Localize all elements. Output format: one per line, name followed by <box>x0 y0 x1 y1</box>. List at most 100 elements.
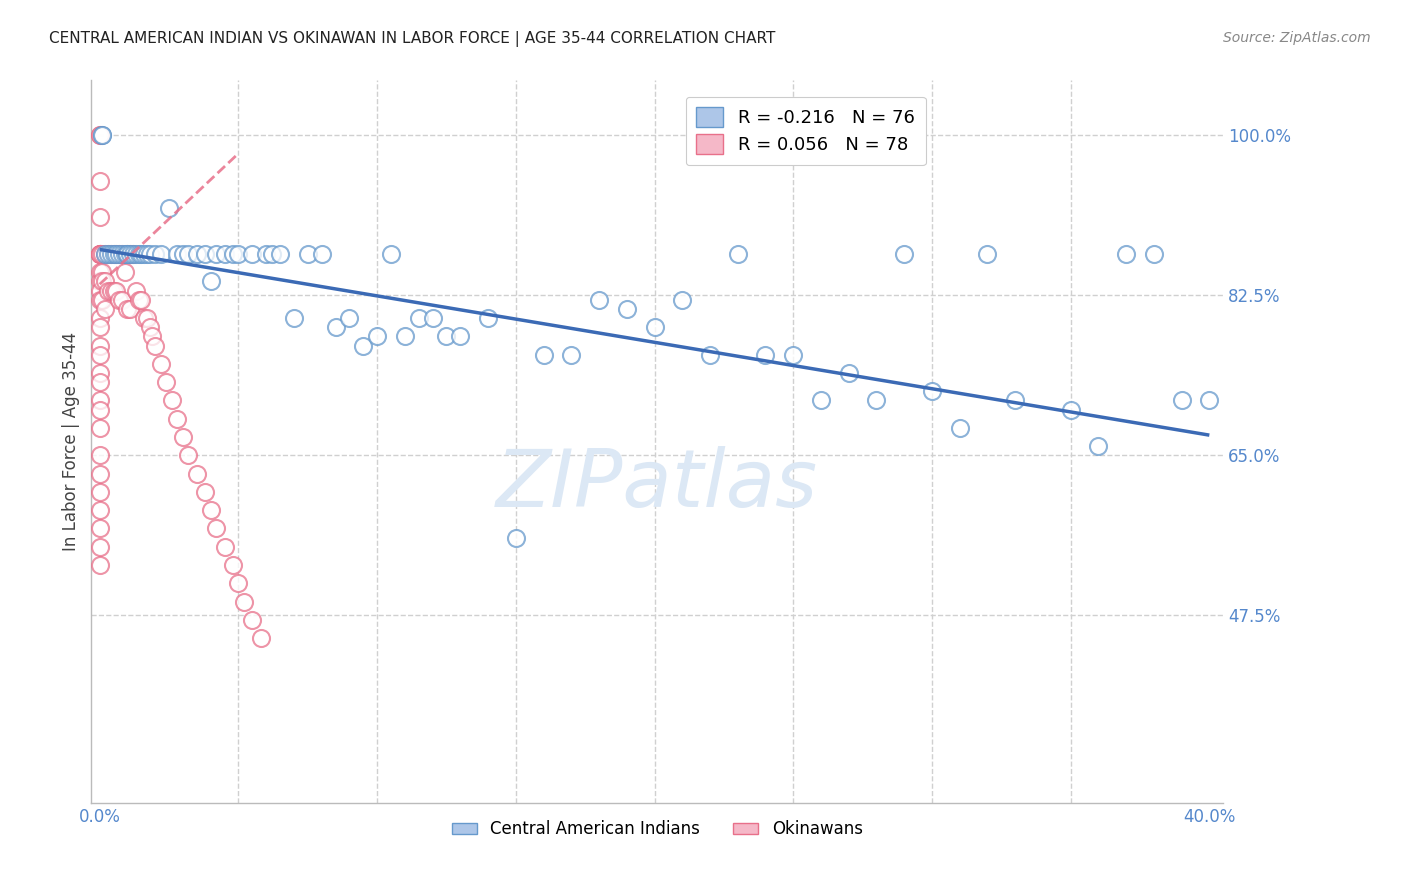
Point <box>89 375 111 389</box>
Point <box>132 247 155 261</box>
Point <box>177 448 200 462</box>
Point <box>89 128 111 143</box>
Point <box>97 247 120 261</box>
Point <box>91 128 114 143</box>
Point <box>155 375 177 389</box>
Point <box>91 275 114 289</box>
Text: CENTRAL AMERICAN INDIAN VS OKINAWAN IN LABOR FORCE | AGE 35-44 CORRELATION CHART: CENTRAL AMERICAN INDIAN VS OKINAWAN IN L… <box>49 31 776 47</box>
Point <box>699 348 721 362</box>
Point <box>135 311 157 326</box>
Point <box>588 293 610 307</box>
Point <box>422 311 444 326</box>
Point <box>94 247 117 261</box>
Point <box>89 366 111 380</box>
Point <box>105 247 128 261</box>
Point <box>125 247 148 261</box>
Point <box>297 247 319 261</box>
Point <box>782 348 804 362</box>
Point <box>254 247 277 261</box>
Point <box>166 411 188 425</box>
Point <box>108 293 131 307</box>
Point <box>240 247 263 261</box>
Point <box>810 393 832 408</box>
Point <box>128 293 150 307</box>
Point <box>89 128 111 143</box>
Point <box>97 284 120 298</box>
Point <box>89 211 111 225</box>
Point <box>89 247 111 261</box>
Point <box>337 311 360 326</box>
Point <box>205 521 228 535</box>
Point <box>505 531 527 545</box>
Point <box>97 247 120 261</box>
Point <box>111 247 134 261</box>
Point <box>89 247 111 261</box>
Point <box>89 338 111 352</box>
Point <box>89 421 111 435</box>
Point <box>91 128 114 143</box>
Point <box>233 594 256 608</box>
Point <box>1115 247 1137 261</box>
Point <box>94 275 117 289</box>
Point <box>103 247 125 261</box>
Point <box>89 293 111 307</box>
Point <box>89 467 111 481</box>
Point <box>1004 393 1026 408</box>
Point <box>1059 402 1081 417</box>
Point <box>117 301 139 316</box>
Y-axis label: In Labor Force | Age 35-44: In Labor Force | Age 35-44 <box>62 332 80 551</box>
Point <box>249 631 271 645</box>
Point <box>269 247 291 261</box>
Text: ZIPatlas: ZIPatlas <box>496 446 818 524</box>
Point <box>103 247 125 261</box>
Point <box>89 484 111 499</box>
Point <box>138 320 160 334</box>
Point <box>131 293 153 307</box>
Point <box>138 247 160 261</box>
Point <box>644 320 666 334</box>
Point <box>120 301 142 316</box>
Point <box>91 265 114 279</box>
Point <box>352 338 374 352</box>
Point <box>132 311 155 326</box>
Point <box>865 393 887 408</box>
Point <box>117 247 139 261</box>
Point <box>194 247 217 261</box>
Point <box>100 247 122 261</box>
Point <box>89 503 111 517</box>
Point <box>89 521 111 535</box>
Point <box>449 329 471 343</box>
Point <box>727 247 749 261</box>
Point <box>89 247 111 261</box>
Point <box>172 247 194 261</box>
Point <box>89 540 111 554</box>
Point <box>394 329 416 343</box>
Point <box>893 247 915 261</box>
Point <box>408 311 430 326</box>
Point <box>125 284 148 298</box>
Point <box>149 247 172 261</box>
Point <box>89 265 111 279</box>
Point <box>111 293 134 307</box>
Point <box>105 284 128 298</box>
Point <box>91 293 114 307</box>
Point <box>177 247 200 261</box>
Point <box>533 348 555 362</box>
Point <box>89 348 111 362</box>
Point <box>89 247 111 261</box>
Point <box>89 174 111 188</box>
Point <box>89 247 111 261</box>
Point <box>143 338 166 352</box>
Point <box>120 247 142 261</box>
Point <box>143 247 166 261</box>
Point <box>89 275 111 289</box>
Point <box>976 247 998 261</box>
Point <box>89 311 111 326</box>
Point <box>205 247 228 261</box>
Point <box>89 247 111 261</box>
Point <box>200 503 222 517</box>
Point <box>128 247 150 261</box>
Point <box>186 247 208 261</box>
Point <box>754 348 776 362</box>
Point <box>194 484 217 499</box>
